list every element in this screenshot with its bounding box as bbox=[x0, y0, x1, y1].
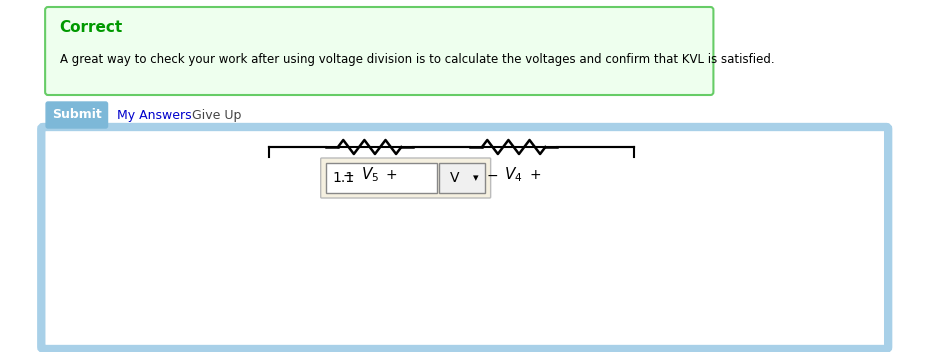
Text: $-$: $-$ bbox=[487, 168, 499, 182]
Text: V: V bbox=[450, 171, 460, 185]
Text: 1.1: 1.1 bbox=[332, 171, 355, 185]
Text: My Answers: My Answers bbox=[117, 108, 192, 121]
Text: A great way to check your work after using voltage division is to calculate the : A great way to check your work after usi… bbox=[60, 54, 774, 67]
Bar bbox=[327, 163, 437, 193]
FancyBboxPatch shape bbox=[46, 102, 108, 128]
Text: $+$: $+$ bbox=[529, 168, 541, 182]
Text: ▾: ▾ bbox=[474, 173, 479, 183]
FancyBboxPatch shape bbox=[45, 7, 713, 95]
FancyBboxPatch shape bbox=[41, 127, 888, 349]
Text: Correct: Correct bbox=[60, 20, 123, 36]
Text: $V_4$: $V_4$ bbox=[505, 166, 523, 184]
Text: $-$: $-$ bbox=[343, 168, 355, 182]
Text: $V_5$: $V_5$ bbox=[360, 166, 379, 184]
Text: Give Up: Give Up bbox=[192, 108, 241, 121]
Text: Submit: Submit bbox=[51, 108, 102, 121]
Text: $+$: $+$ bbox=[385, 168, 397, 182]
FancyBboxPatch shape bbox=[321, 158, 490, 198]
Bar bbox=[439, 163, 485, 193]
